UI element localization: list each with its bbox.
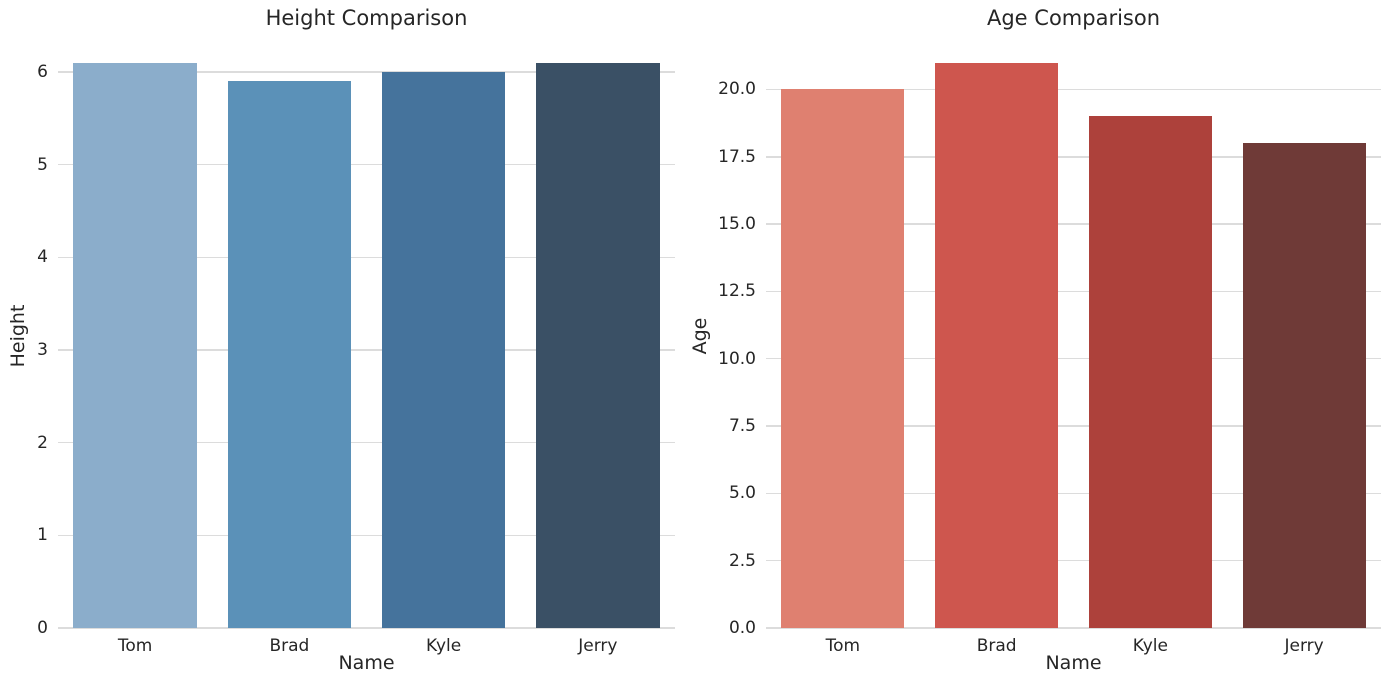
chart-title: Age Comparison xyxy=(986,6,1161,30)
gridline xyxy=(766,223,1381,225)
y-tick-label: 5 xyxy=(37,154,48,175)
bar-jerry xyxy=(536,62,660,628)
gridline xyxy=(766,156,1381,158)
y-tick-label: 6 xyxy=(37,61,48,82)
gridline xyxy=(766,290,1381,293)
x-tick-label: Kyle xyxy=(1132,636,1168,656)
gridline xyxy=(58,534,675,537)
gridline xyxy=(766,492,1381,495)
y-tick-label: 12.5 xyxy=(718,281,756,302)
y-tick-label: 0.0 xyxy=(728,618,756,638)
y-tick-label: 5.0 xyxy=(728,483,756,504)
bar-tom xyxy=(73,62,197,628)
y-axis-label: Height xyxy=(7,304,29,368)
y-tick-label: 3 xyxy=(37,339,48,360)
x-tick-label: Brad xyxy=(976,636,1017,656)
bar-kyle xyxy=(381,71,506,628)
chart-title: Height Comparison xyxy=(265,6,468,30)
y-tick-label: 10.0 xyxy=(718,348,756,369)
bar-tom xyxy=(781,89,905,628)
x-tick-label: Jerry xyxy=(578,636,618,656)
gridline xyxy=(766,627,1381,629)
y-tick-label: 15.0 xyxy=(718,214,756,235)
y-tick-label: 4 xyxy=(37,247,48,268)
y-tick-label: 20.0 xyxy=(718,79,756,100)
x-tick-label: Tom xyxy=(825,636,861,656)
y-tick-label: 7.5 xyxy=(728,416,756,437)
gridline xyxy=(58,71,675,73)
gridline xyxy=(58,163,675,166)
x-axis-label: Name xyxy=(1045,652,1102,674)
y-tick-label: 1 xyxy=(37,525,48,546)
y-tick-label: 0 xyxy=(37,618,48,638)
bar-jerry xyxy=(1242,143,1366,628)
gridline xyxy=(58,441,675,444)
gridline xyxy=(58,627,675,629)
x-tick-label: Kyle xyxy=(426,636,462,656)
bar-brad xyxy=(935,62,1059,628)
plot-area: 0 1 2 3 4 5 6 Tom Brad Kyle Jerry xyxy=(37,45,675,656)
gridline xyxy=(58,349,675,351)
y-axis-label: Age xyxy=(689,317,711,355)
x-tick-label: Brad xyxy=(269,636,310,656)
x-axis-label: Name xyxy=(338,652,395,674)
y-tick-label: 17.5 xyxy=(718,146,756,167)
x-tick-label: Jerry xyxy=(1284,636,1324,656)
gridline xyxy=(766,88,1381,91)
bar-kyle xyxy=(1088,116,1212,628)
gridline xyxy=(766,357,1381,360)
plot-area: 0.0 2.5 5.0 7.5 10.0 12.5 15.0 17.5 20.0 Tom Brad K… xyxy=(718,45,1381,656)
bar-brad xyxy=(227,81,352,628)
gridline xyxy=(58,256,675,258)
gridline xyxy=(766,425,1381,427)
y-tick-label: 2.5 xyxy=(728,550,756,571)
gridline xyxy=(766,559,1381,562)
x-tick-label: Tom xyxy=(117,636,153,656)
y-tick-label: 2 xyxy=(37,432,48,453)
